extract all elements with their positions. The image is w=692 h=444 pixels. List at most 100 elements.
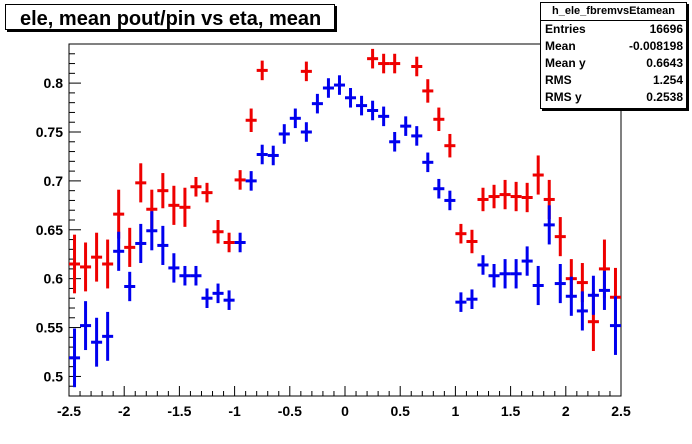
stats-value: 16696 <box>649 22 683 36</box>
stats-value: 1.254 <box>652 73 683 87</box>
data-point <box>576 291 588 331</box>
y-tick-label: 0.8 <box>44 75 64 91</box>
data-point <box>543 205 555 245</box>
data-point <box>400 116 412 136</box>
data-point <box>444 190 456 211</box>
data-point <box>477 187 489 212</box>
data-point <box>587 275 599 315</box>
x-tick-label: -2 <box>118 403 131 419</box>
stats-histogram-name: h_ele_fbremvsEtamean <box>541 3 686 21</box>
data-point <box>234 232 246 253</box>
data-point <box>201 288 213 308</box>
stats-box: h_ele_fbremvsEtamean Entries 16696 Mean … <box>540 2 687 109</box>
data-point <box>367 100 379 121</box>
data-point <box>345 88 357 108</box>
data-point <box>157 225 169 265</box>
data-point <box>168 185 180 225</box>
data-point <box>256 60 268 81</box>
data-point <box>168 253 180 283</box>
chart-title: ele, mean pout/pin vs eta, mean <box>20 8 322 30</box>
data-point <box>378 106 390 127</box>
data-point <box>267 145 279 166</box>
data-point <box>378 53 390 74</box>
stats-value: 0.2538 <box>646 90 683 104</box>
x-tick-label: 0 <box>341 403 349 419</box>
data-point <box>179 187 191 227</box>
stats-value: -0.008198 <box>628 39 683 53</box>
data-point <box>190 265 202 286</box>
data-point <box>389 53 401 74</box>
x-tick-label: 1 <box>452 403 460 419</box>
data-point <box>411 56 423 77</box>
stats-key: Entries <box>545 22 586 36</box>
stats-key: Mean y <box>545 56 586 70</box>
data-point <box>135 223 147 264</box>
data-point <box>389 132 401 152</box>
data-point <box>565 276 577 316</box>
data-point <box>532 155 544 195</box>
data-point <box>532 265 544 306</box>
data-point <box>499 179 511 210</box>
data-point <box>69 328 81 388</box>
data-point <box>102 311 114 361</box>
stats-key: RMS <box>545 73 572 87</box>
x-tick-labels: -2.5 -2 -1.5 -1 -0.5 0 0.5 1 1.5 2 2.5 <box>57 403 631 419</box>
plot-frame <box>68 43 622 397</box>
data-point <box>433 107 445 132</box>
data-point <box>521 246 533 276</box>
data-point <box>422 79 434 103</box>
data-point <box>444 133 456 158</box>
data-point <box>422 152 434 173</box>
x-tick-label: -2.5 <box>57 403 81 419</box>
x-tick-label: -0.5 <box>278 403 302 419</box>
data-point <box>554 217 566 257</box>
data-point <box>411 126 423 146</box>
data-point <box>466 289 478 309</box>
data-point <box>91 232 103 282</box>
data-point <box>212 283 224 304</box>
data-point <box>91 317 103 367</box>
data-point <box>223 232 235 253</box>
data-point <box>146 211 158 251</box>
data-point <box>466 229 478 254</box>
data-point <box>510 181 522 212</box>
data-point <box>499 259 511 289</box>
data-point <box>433 178 445 199</box>
stats-row-rms: RMS 1.254 <box>545 73 683 90</box>
data-point <box>124 227 136 267</box>
data-point <box>609 296 621 355</box>
data-point <box>212 220 224 244</box>
data-point <box>488 264 500 288</box>
y-tick-label: 0.65 <box>36 222 63 238</box>
stats-value: 0.6643 <box>646 56 683 70</box>
data-point <box>124 271 136 302</box>
y-tick-label: 0.5 <box>44 368 64 384</box>
x-tick-label: -1 <box>228 403 241 419</box>
data-point <box>598 270 610 310</box>
data-point <box>201 182 213 203</box>
data-point <box>223 290 235 310</box>
data-point <box>455 223 467 244</box>
data-point <box>488 184 500 209</box>
data-point <box>311 93 323 114</box>
x-tick-label: -1.5 <box>167 403 191 419</box>
data-point <box>135 163 147 203</box>
stats-key: Mean <box>545 39 576 53</box>
data-point <box>278 124 290 144</box>
data-point <box>69 234 81 294</box>
data-point <box>179 265 191 286</box>
data-point <box>80 301 92 351</box>
data-point <box>455 292 467 312</box>
data-point <box>322 78 334 98</box>
title-box: ele, mean pout/pin vs eta, mean <box>5 4 335 30</box>
data-point <box>367 48 379 69</box>
data-point <box>190 176 202 197</box>
x-tick-label: 1.5 <box>501 403 521 419</box>
data-point <box>300 122 312 142</box>
x-tick-label: 2.5 <box>611 403 631 419</box>
x-tick-label: 0.5 <box>390 403 410 419</box>
data-point <box>289 108 301 129</box>
y-tick-label: 0.75 <box>36 124 63 140</box>
data-point <box>102 239 114 289</box>
